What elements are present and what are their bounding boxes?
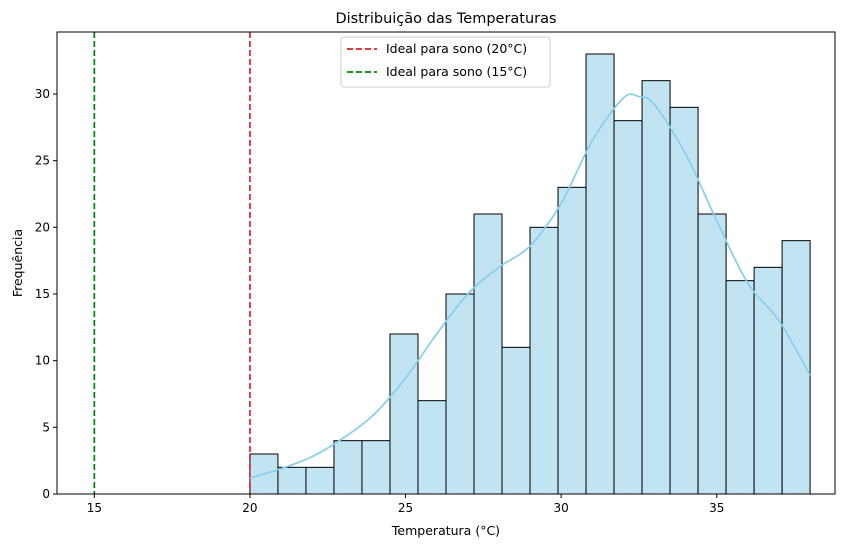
- x-tick-label: 15: [87, 501, 102, 515]
- y-tick-label: 25: [35, 154, 50, 168]
- y-tick-label: 15: [35, 287, 50, 301]
- chart-title: Distribuição das Temperaturas: [335, 11, 556, 27]
- x-axis-ticks: 15 20 25 30 35: [87, 494, 724, 515]
- legend-label-15c: Ideal para sono (15°C): [386, 64, 527, 79]
- y-tick-label: 20: [35, 220, 50, 234]
- histogram-bar: [557, 186, 587, 495]
- histogram-bar: [613, 120, 643, 495]
- histogram-bar: [641, 80, 671, 495]
- legend: Ideal para sono (20°C) Ideal para sono (…: [340, 36, 551, 88]
- y-tick-label: 10: [35, 354, 50, 368]
- kde-curve: [249, 93, 811, 479]
- histogram-bar: [473, 213, 503, 495]
- histogram-bar: [585, 53, 615, 495]
- histogram-bar: [333, 440, 363, 495]
- x-tick-label: 30: [554, 501, 569, 515]
- histogram-bar: [277, 466, 307, 495]
- histogram-bar: [501, 346, 531, 495]
- y-tick-label: 30: [35, 87, 50, 101]
- histogram-bar: [725, 280, 755, 495]
- histogram-bar: [753, 266, 783, 495]
- plot-frame: [56, 31, 836, 495]
- histogram-bar: [529, 226, 559, 495]
- x-tick-label: 35: [709, 501, 724, 515]
- histogram-bar: [445, 293, 475, 495]
- histogram-bar: [417, 400, 447, 495]
- histogram-bar: [361, 440, 391, 495]
- legend-box: [340, 36, 551, 88]
- y-axis-ticks: 0 5 10 15 20 25 30: [35, 87, 57, 501]
- y-tick-label: 5: [42, 420, 50, 434]
- histogram-bar: [669, 106, 699, 495]
- histogram-bar: [389, 333, 419, 495]
- y-axis-label: Frequência: [10, 229, 25, 297]
- histogram-bar: [305, 466, 335, 495]
- x-tick-label: 20: [242, 501, 257, 515]
- y-tick-label: 0: [42, 487, 50, 501]
- x-axis-label: Temperatura (°C): [391, 523, 500, 538]
- legend-label-20c: Ideal para sono (20°C): [386, 41, 527, 56]
- x-tick-label: 25: [398, 501, 413, 515]
- histogram-bar: [697, 213, 727, 495]
